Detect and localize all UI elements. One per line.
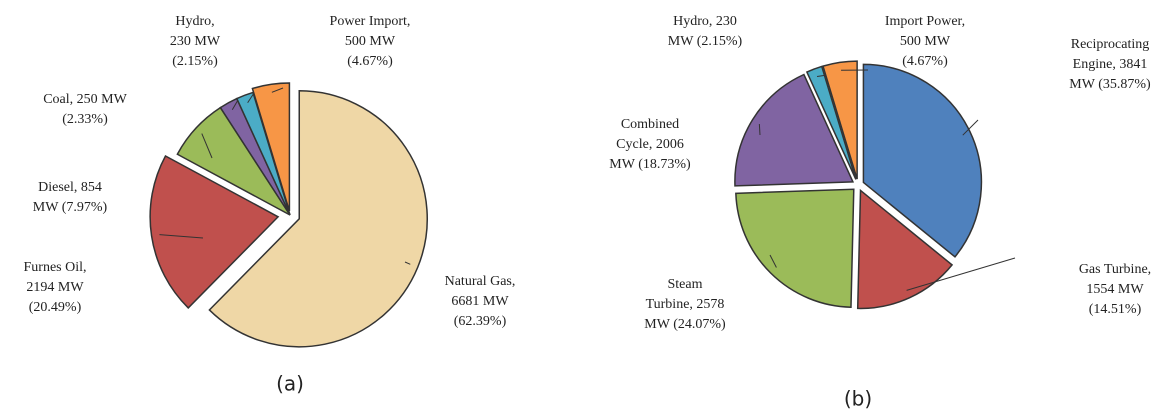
slice-label: (2.15%) xyxy=(172,54,218,69)
pie-slice xyxy=(734,73,855,187)
slice-label: Natural Gas, xyxy=(445,274,516,289)
slice-label: (14.51%) xyxy=(1089,302,1142,317)
leader-line xyxy=(231,99,239,111)
slice-label: Diesel, 854 xyxy=(38,180,102,195)
slice-label: MW (7.97%) xyxy=(33,200,108,215)
caption: (a) xyxy=(276,372,304,396)
leader-line xyxy=(271,87,284,93)
slice-label: 230 MW xyxy=(170,34,221,49)
slice-label: 1554 MW xyxy=(1086,282,1144,297)
slice-label: (4.67%) xyxy=(347,54,393,69)
slice-label: MW (18.73%) xyxy=(609,157,691,172)
slice-label: Hydro, 230 xyxy=(673,14,737,29)
leader-line xyxy=(906,257,1016,291)
slice-label: Combined xyxy=(621,117,679,132)
slice-label: (62.39%) xyxy=(454,314,507,329)
slice-label: Import Power, xyxy=(885,14,965,29)
pie-slice xyxy=(149,154,280,309)
pie-slice xyxy=(208,90,428,348)
pie-slice xyxy=(862,63,983,258)
slice-label: (2.33%) xyxy=(62,112,108,127)
leader-line xyxy=(758,123,761,136)
slice-label: MW (2.15%) xyxy=(668,34,743,49)
slice-label: Power Import, xyxy=(330,14,411,29)
slice-label: Furnes Oil, xyxy=(24,260,87,275)
leader-line xyxy=(159,234,204,239)
slice-label: 500 MW xyxy=(345,34,396,49)
slice-label: Hydro, xyxy=(175,14,214,29)
slice-label: Turbine, 2578 xyxy=(646,297,725,312)
leader-line xyxy=(769,254,777,268)
slice-label: (20.49%) xyxy=(29,300,82,315)
slice-label: Reciprocating xyxy=(1071,37,1150,52)
slice-label: 6681 MW xyxy=(451,294,509,309)
slice-label: Coal, 250 MW xyxy=(43,92,127,107)
pie-slice xyxy=(251,82,291,212)
pie-slice xyxy=(822,60,858,180)
slice-label: 2194 MW xyxy=(26,280,84,295)
slice-label: Engine, 3841 xyxy=(1073,57,1148,72)
slice-label: 500 MW xyxy=(900,34,951,49)
caption: (b) xyxy=(844,387,872,411)
slice-label: Cycle, 2006 xyxy=(616,137,684,152)
slice-label: Gas Turbine, xyxy=(1079,262,1151,277)
pie-slice xyxy=(805,65,857,180)
slice-label: (4.67%) xyxy=(902,54,948,69)
leader-line xyxy=(404,261,411,265)
leader-line xyxy=(201,133,213,159)
pie-slice xyxy=(735,188,855,309)
slice-label: MW (35.87%) xyxy=(1069,77,1151,92)
slice-label: Steam xyxy=(668,277,703,292)
leader-line xyxy=(962,119,979,136)
slice-label: MW (24.07%) xyxy=(644,317,726,332)
pie-slice xyxy=(856,188,954,310)
